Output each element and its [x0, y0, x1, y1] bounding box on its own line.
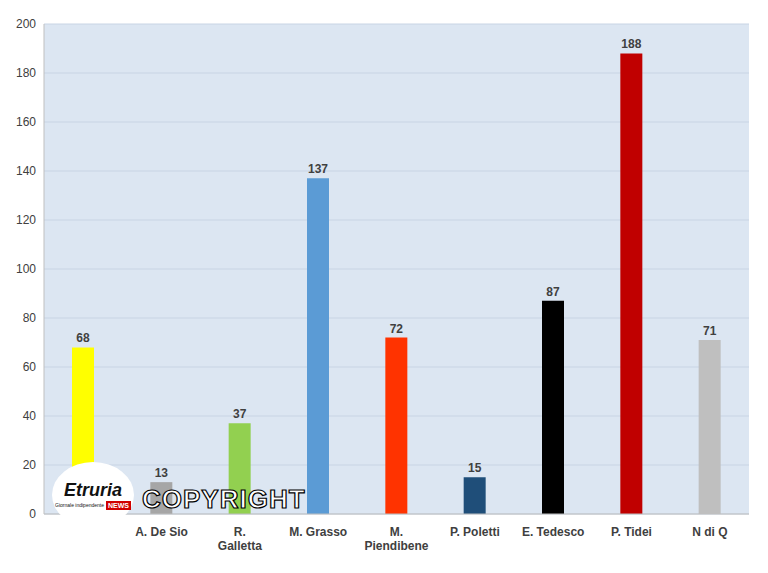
svg-text:N di Q: N di Q [692, 525, 727, 539]
svg-text:200: 200 [16, 17, 36, 31]
svg-text:100: 100 [16, 262, 36, 276]
html-text:NEWS: NEWS [108, 501, 129, 509]
svg-text:72: 72 [390, 322, 404, 336]
svg-text:15: 15 [468, 461, 482, 475]
svg-text:P. Tidei: P. Tidei [611, 525, 652, 539]
svg-text:20: 20 [23, 458, 37, 472]
html-text:Giornale indipendente: Giornale indipendente [55, 501, 104, 508]
svg-text:87: 87 [546, 285, 560, 299]
svg-text:13: 13 [155, 466, 169, 480]
svg-text:120: 120 [16, 213, 36, 227]
svg-text:0: 0 [29, 507, 36, 521]
svg-text:68: 68 [76, 331, 90, 345]
html-text:Etruria: Etruria [64, 479, 122, 500]
svg-text:160: 160 [16, 115, 36, 129]
svg-text:71: 71 [703, 324, 717, 338]
svg-text:M.Piendibene: M.Piendibene [364, 525, 428, 553]
svg-text:R.Galletta: R.Galletta [218, 525, 262, 553]
svg-text:P. Poletti: P. Poletti [450, 525, 500, 539]
svg-text:137: 137 [308, 162, 328, 176]
svg-text:37: 37 [233, 407, 247, 421]
svg-text:40: 40 [23, 409, 37, 423]
svg-text:180: 180 [16, 66, 36, 80]
svg-text:M. Grasso: M. Grasso [289, 525, 347, 539]
svg-text:60: 60 [23, 360, 37, 374]
svg-text:80: 80 [23, 311, 37, 325]
svg-text:140: 140 [16, 164, 36, 178]
svg-text:188: 188 [621, 37, 641, 51]
svg-text:E. Tedesco: E. Tedesco [522, 525, 584, 539]
svg-text:A. De Sio: A. De Sio [135, 525, 188, 539]
html-text:COPYRIGHT: COPYRIGHT [142, 484, 306, 514]
